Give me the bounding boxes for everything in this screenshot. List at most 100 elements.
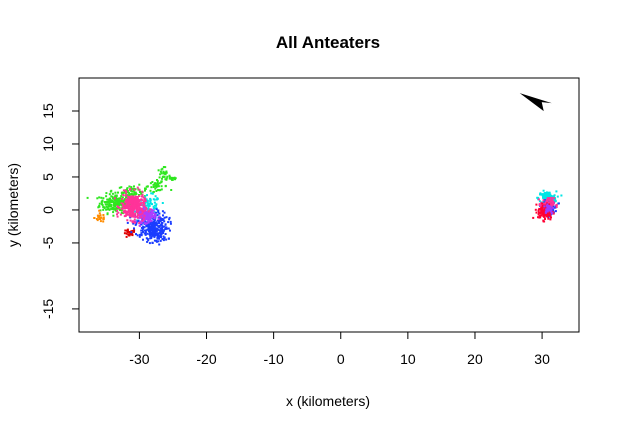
data-point (555, 204, 558, 207)
data-point (129, 219, 132, 222)
data-point (545, 208, 548, 211)
data-point (133, 185, 135, 188)
data-point (154, 223, 157, 226)
data-point (167, 221, 170, 224)
data-point (548, 192, 551, 195)
data-point (159, 170, 162, 173)
data-point (115, 195, 118, 198)
data-point (550, 196, 553, 199)
data-point (124, 200, 127, 203)
data-point (155, 208, 158, 211)
y-tick-label: -15 (40, 299, 56, 319)
data-point (556, 195, 559, 198)
data-point (118, 197, 121, 200)
data-point (138, 235, 141, 238)
data-point (133, 188, 136, 191)
data-point (147, 210, 150, 213)
data-point (153, 217, 156, 220)
data-point (108, 197, 111, 200)
data-point (548, 201, 551, 204)
data-point (540, 209, 543, 212)
data-point (108, 204, 111, 207)
data-point (144, 188, 147, 190)
data-point (135, 215, 137, 218)
data-point (174, 178, 176, 181)
data-point (164, 166, 167, 169)
data-point (97, 206, 100, 209)
data-point (163, 211, 166, 214)
data-point (157, 233, 160, 236)
data-point (141, 193, 144, 196)
data-point (138, 188, 141, 191)
data-point (120, 195, 123, 198)
data-point (113, 208, 116, 211)
data-point (160, 168, 163, 171)
data-point (152, 226, 155, 229)
data-point (120, 203, 123, 206)
data-point (162, 166, 165, 168)
data-point (143, 232, 146, 235)
data-point (138, 204, 141, 207)
data-point (169, 229, 171, 232)
data-point (118, 201, 121, 204)
data-point (147, 215, 150, 218)
data-point (128, 185, 131, 188)
data-point (546, 198, 549, 201)
data-point (144, 195, 147, 198)
data-point (142, 231, 144, 233)
data-point (134, 223, 137, 226)
data-point (139, 191, 141, 193)
data-point (148, 215, 151, 218)
data-point (124, 205, 127, 208)
data-point (155, 240, 158, 243)
data-point (152, 223, 155, 226)
data-point (127, 207, 130, 210)
data-point (554, 210, 557, 213)
data-point (132, 222, 135, 225)
data-point (135, 202, 137, 205)
data-point (102, 197, 105, 200)
data-point (106, 203, 109, 206)
data-point (157, 237, 160, 239)
data-point (116, 205, 119, 208)
data-point (142, 220, 145, 222)
data-point (549, 218, 552, 221)
data-point (159, 220, 162, 223)
data-point (137, 202, 140, 205)
data-point (154, 214, 157, 217)
data-point (140, 195, 143, 198)
data-point (153, 204, 156, 207)
data-point (116, 209, 119, 212)
data-point (122, 202, 125, 205)
data-point (125, 199, 128, 202)
data-point (150, 235, 153, 238)
data-point (146, 201, 149, 204)
data-point (125, 198, 128, 201)
data-point (144, 233, 147, 236)
data-point (120, 186, 123, 189)
data-point (164, 228, 167, 231)
data-point (131, 233, 134, 236)
data-point (153, 211, 156, 214)
data-point (142, 212, 145, 215)
data-point (139, 233, 141, 236)
data-point (551, 203, 554, 206)
y-tick-label: 0 (40, 206, 56, 214)
data-point (98, 212, 101, 215)
data-point (156, 227, 159, 230)
data-point (547, 216, 550, 219)
data-point (156, 236, 159, 239)
data-point (166, 227, 169, 230)
chart-title: All Anteaters (276, 33, 380, 52)
data-point (171, 177, 174, 180)
data-point (169, 220, 172, 223)
data-point (137, 205, 140, 208)
data-point (542, 189, 545, 192)
data-point (150, 208, 153, 211)
data-point (142, 238, 144, 241)
data-point (110, 207, 113, 210)
x-tick-label: 10 (400, 351, 416, 367)
data-point (155, 222, 158, 225)
data-point (128, 234, 131, 237)
